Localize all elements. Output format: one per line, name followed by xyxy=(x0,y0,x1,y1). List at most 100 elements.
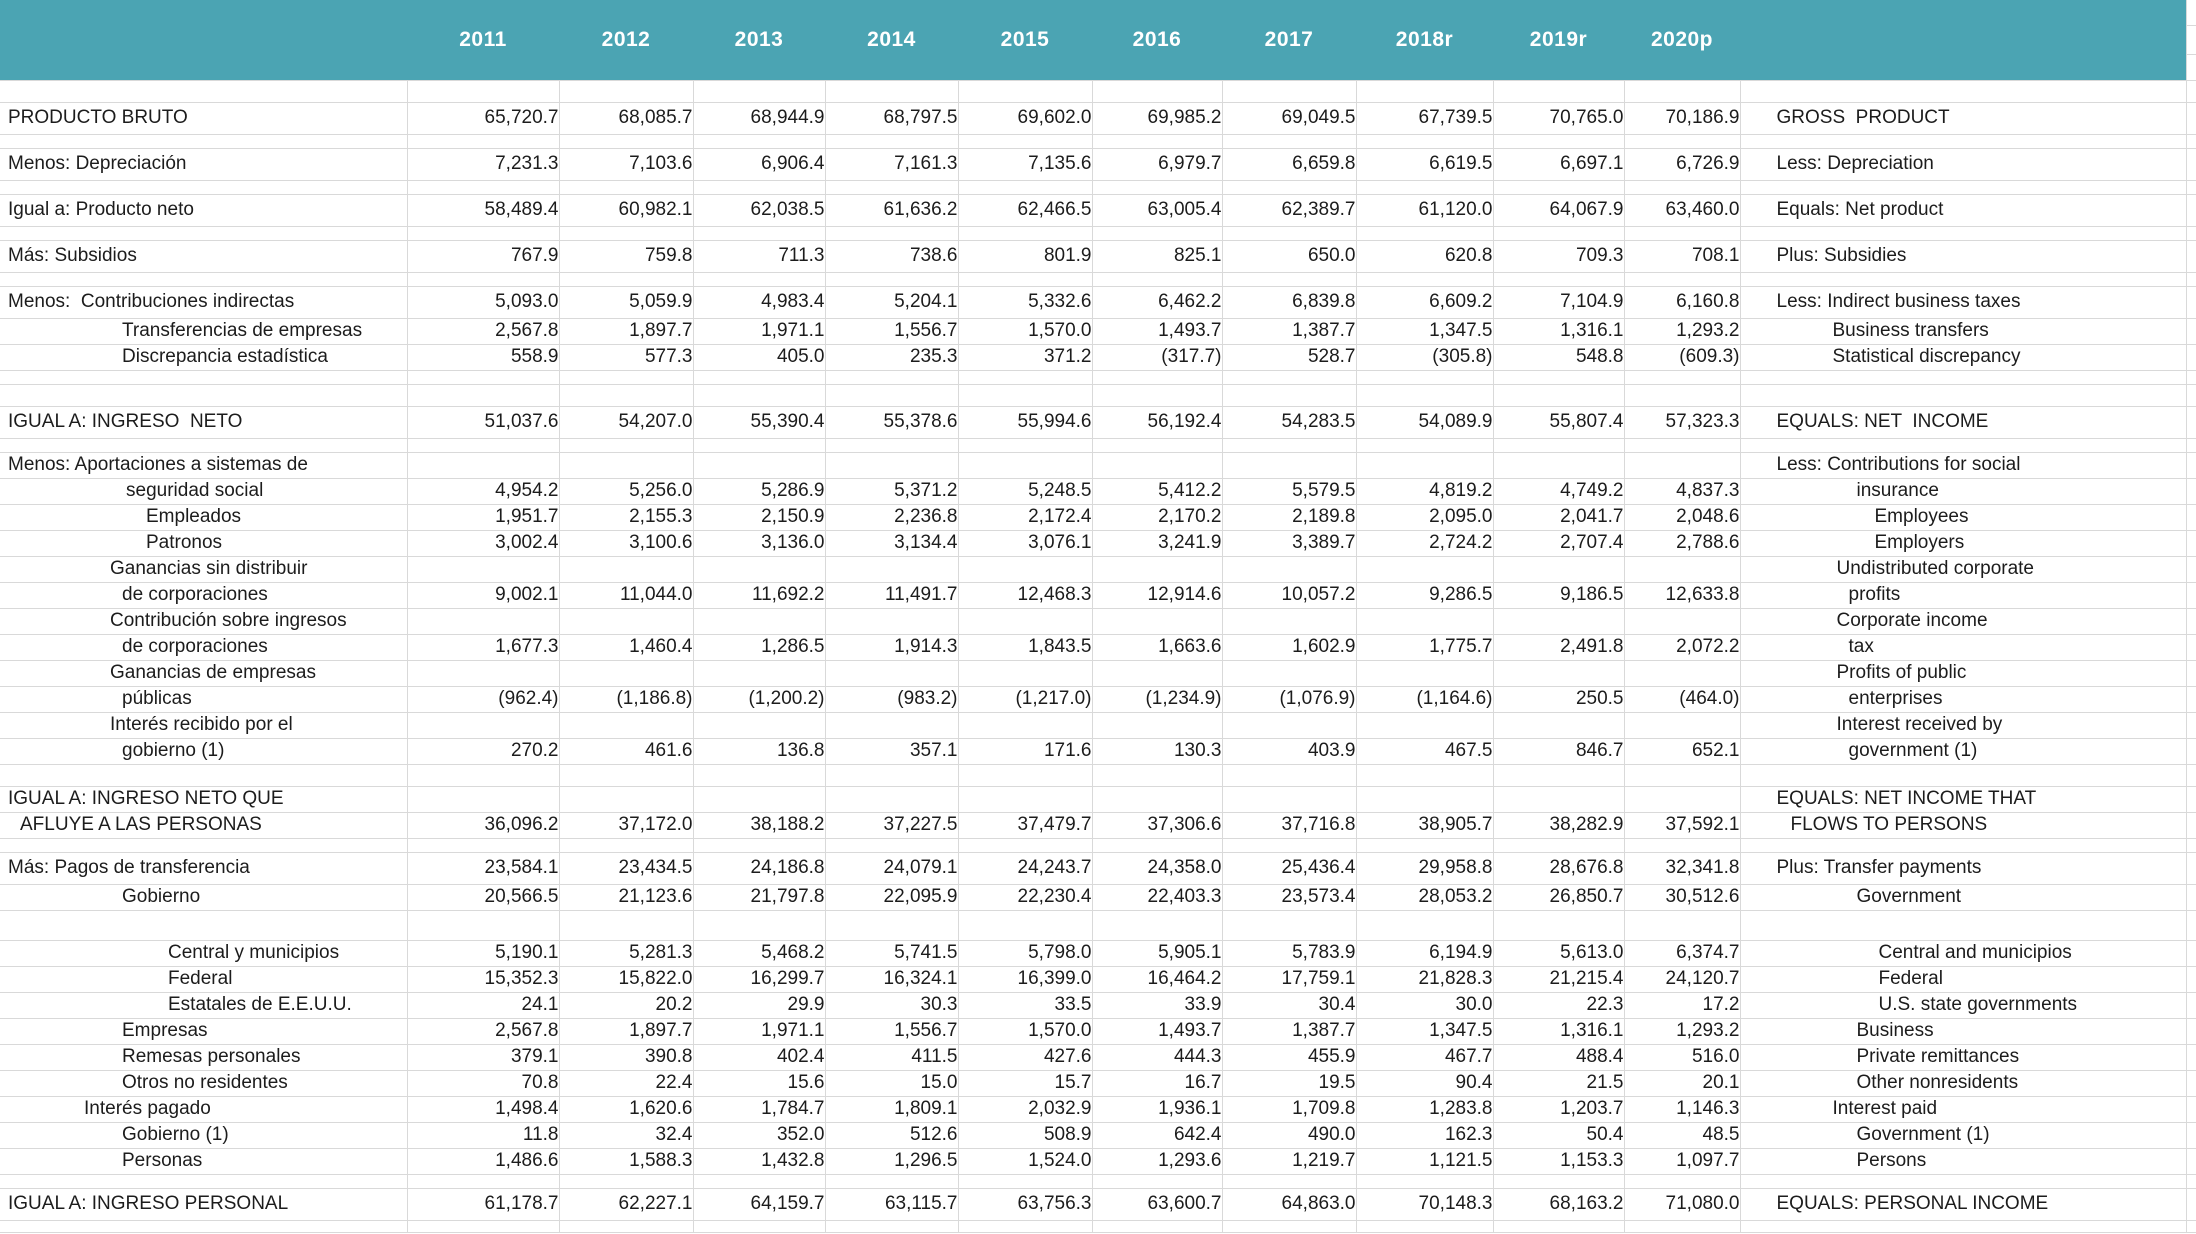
label-es-cell: Interés pagado xyxy=(0,1095,408,1123)
table-row: Ganancias sin distribuir Undistributed co… xyxy=(0,555,2196,583)
value-cell-2011: 5,190.1 xyxy=(406,939,560,967)
label-es-cell xyxy=(0,1219,408,1233)
value-cell-2011 xyxy=(406,837,560,853)
value-cell-2012: 20.2 xyxy=(558,991,694,1019)
value-cell-2011: 270.2 xyxy=(406,737,560,765)
label-es-cell xyxy=(0,837,408,853)
value-cell-2011: 9,002.1 xyxy=(406,581,560,609)
value-cell-2015: 1,524.0 xyxy=(957,1147,1093,1175)
value-cell-2019r: 64,067.9 xyxy=(1492,193,1625,227)
value-cell-2020p: 6,726.9 xyxy=(1623,147,1741,181)
value-cell-2014: 3,134.4 xyxy=(824,529,959,557)
year-header-2016: 2016 xyxy=(1092,0,1222,80)
value-cell-2014: 55,378.6 xyxy=(824,405,959,439)
value-cell-2012: 22.4 xyxy=(558,1069,694,1097)
value-cell-2018r xyxy=(1355,225,1494,241)
value-cell-2017 xyxy=(1221,763,1357,787)
value-cell-2014 xyxy=(824,369,959,385)
stub-cell xyxy=(2185,405,2196,439)
value-cell-2020p xyxy=(1623,179,1741,195)
value-cell-2013 xyxy=(692,133,826,149)
value-cell-2015 xyxy=(957,555,1093,583)
value-cell-2019r xyxy=(1492,225,1625,241)
value-cell-2019r xyxy=(1492,763,1625,787)
label-es-cell xyxy=(0,909,408,941)
table-row: seguridad social 4,954.2 5,256.0 5,286.9 5,3… xyxy=(0,477,2196,505)
label-es-cell xyxy=(0,225,408,241)
table-row: Más: Subsidios 767.9 759.8 711.3 738.6 801.9 8… xyxy=(0,239,2196,273)
value-cell-2013: 55,390.4 xyxy=(692,405,826,439)
value-cell-2016: 56,192.4 xyxy=(1091,405,1223,439)
value-cell-2020p xyxy=(1623,451,1741,479)
value-cell-2015: 62,466.5 xyxy=(957,193,1093,227)
value-cell-2016: 825.1 xyxy=(1091,239,1223,273)
value-cell-2018r: 467.7 xyxy=(1355,1043,1494,1071)
value-cell-2014: (983.2) xyxy=(824,685,959,713)
label-en-cell: Persons xyxy=(1739,1147,2187,1175)
label-es-cell: Más: Subsidios xyxy=(0,239,408,273)
value-cell-2019r: 250.5 xyxy=(1492,685,1625,713)
table-row: gobierno (1) 270.2 461.6 136.8 357.1 171.6 130… xyxy=(0,737,2196,765)
label-en-cell: Equals: Net product xyxy=(1739,193,2187,227)
value-cell-2020p xyxy=(1623,225,1741,241)
value-cell-2011: 1,951.7 xyxy=(406,503,560,531)
value-cell-2020p xyxy=(1623,383,1741,407)
value-cell-2018r xyxy=(1355,909,1494,941)
value-cell-2011 xyxy=(406,1173,560,1189)
spacer-row xyxy=(0,763,2196,787)
value-cell-2019r xyxy=(1492,369,1625,385)
value-cell-2019r: 70,765.0 xyxy=(1492,101,1625,135)
table-row: Menos: Aportaciones a sistemas de Less: C… xyxy=(0,451,2196,479)
value-cell-2018r: 2,095.0 xyxy=(1355,503,1494,531)
stub-cell xyxy=(2185,737,2196,765)
value-cell-2015: 16,399.0 xyxy=(957,965,1093,993)
value-cell-2012: 390.8 xyxy=(558,1043,694,1071)
table-row: IGUAL A: INGRESO NETO QUE EQUALS: NET INC… xyxy=(0,785,2196,813)
label-es-cell: Empresas xyxy=(0,1017,408,1045)
value-cell-2012 xyxy=(558,451,694,479)
spacer-row xyxy=(0,837,2196,853)
value-cell-2017: 403.9 xyxy=(1221,737,1357,765)
value-cell-2015 xyxy=(957,711,1093,739)
value-cell-2019r xyxy=(1492,79,1625,103)
value-cell-2017 xyxy=(1221,909,1357,941)
value-cell-2012: 3,100.6 xyxy=(558,529,694,557)
value-cell-2020p xyxy=(1623,711,1741,739)
stub-cell xyxy=(2185,503,2196,531)
value-cell-2016: 16,464.2 xyxy=(1091,965,1223,993)
value-cell-2013: 1,784.7 xyxy=(692,1095,826,1123)
table-row: Federal 15,352.3 15,822.0 16,299.7 16,324.1 1… xyxy=(0,965,2196,993)
value-cell-2017 xyxy=(1221,437,1357,453)
value-cell-2012: 68,085.7 xyxy=(558,101,694,135)
value-cell-2014: 235.3 xyxy=(824,343,959,371)
value-cell-2011: 24.1 xyxy=(406,991,560,1019)
table-row: Gobierno (1) 11.8 32.4 352.0 512.6 508.9 642.4… xyxy=(0,1121,2196,1149)
value-cell-2017: 64,863.0 xyxy=(1221,1187,1357,1221)
value-cell-2014 xyxy=(824,79,959,103)
value-cell-2015: 801.9 xyxy=(957,239,1093,273)
value-cell-2016 xyxy=(1091,369,1223,385)
value-cell-2016 xyxy=(1091,1219,1223,1233)
value-cell-2017 xyxy=(1221,179,1357,195)
value-cell-2012 xyxy=(558,909,694,941)
label-es-cell: IGUAL A: INGRESO NETO QUE xyxy=(0,785,408,813)
value-cell-2011: 36,096.2 xyxy=(406,811,560,839)
stub-cell xyxy=(2185,939,2196,967)
value-cell-2011: 2,567.8 xyxy=(406,1017,560,1045)
stub-cell xyxy=(2185,1147,2196,1175)
value-cell-2013: 4,983.4 xyxy=(692,285,826,319)
label-en-cell: Profits of public xyxy=(1739,659,2187,687)
label-es-cell: Otros no residentes xyxy=(0,1069,408,1097)
value-cell-2014: 5,204.1 xyxy=(824,285,959,319)
value-cell-2017: 10,057.2 xyxy=(1221,581,1357,609)
value-cell-2015: 22,230.4 xyxy=(957,883,1093,911)
value-cell-2018r xyxy=(1355,1173,1494,1189)
value-cell-2015 xyxy=(957,271,1093,287)
label-es-cell: PRODUCTO BRUTO xyxy=(0,101,408,135)
value-cell-2015 xyxy=(957,451,1093,479)
value-cell-2015: 2,172.4 xyxy=(957,503,1093,531)
label-en-cell: Less: Depreciation xyxy=(1739,147,2187,181)
value-cell-2018r xyxy=(1355,837,1494,853)
value-cell-2013: 352.0 xyxy=(692,1121,826,1149)
value-cell-2018r xyxy=(1355,785,1494,813)
